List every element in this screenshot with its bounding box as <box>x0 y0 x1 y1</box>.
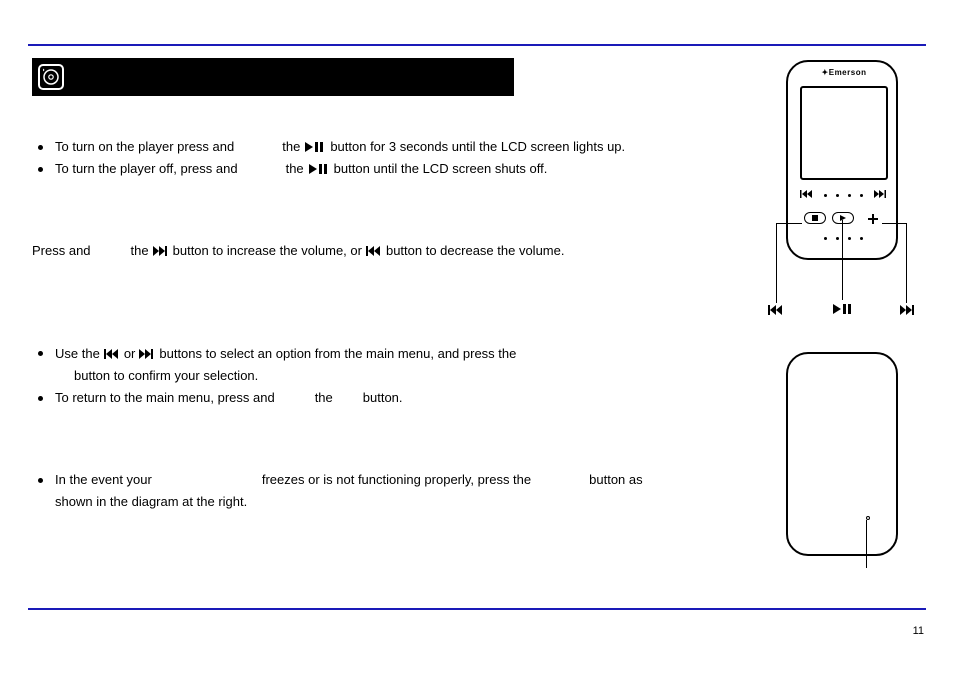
text-segment: the <box>282 138 300 156</box>
device-front-diagram: ✦Emerson <box>782 60 902 370</box>
text-segment: shown in the diagram at the right. <box>55 493 247 511</box>
leader-line <box>882 223 906 224</box>
text-segment: In the event your <box>55 471 152 489</box>
device-back-diagram <box>782 352 902 582</box>
banner-disc-icon <box>38 64 64 90</box>
device-screen <box>800 86 888 180</box>
dot-icon <box>836 194 839 197</box>
play-pause-label-icon <box>832 303 854 318</box>
text-segment: Use the <box>55 345 100 363</box>
dot-icon <box>836 237 839 240</box>
bullet-icon <box>38 478 43 483</box>
leader-line <box>776 223 777 303</box>
leader-line <box>776 223 802 224</box>
fast-forward-label-icon <box>900 305 916 318</box>
leader-line <box>842 220 843 300</box>
rewind-icon <box>366 246 382 256</box>
bullet-icon <box>38 351 43 356</box>
bullet-icon <box>38 396 43 401</box>
bullet-line-reset: In the event your freezes or is not func… <box>32 471 752 489</box>
dot-icon <box>860 237 863 240</box>
bullet-icon <box>38 167 43 172</box>
text-segment: buttons to select an option from the mai… <box>159 345 516 363</box>
play-pause-icon <box>304 141 326 153</box>
section-banner <box>32 58 514 96</box>
next-track-icon <box>874 190 888 198</box>
dot-icon <box>824 237 827 240</box>
bullet-line-menu-return: To return to the main menu, press and th… <box>32 389 752 407</box>
prev-track-icon <box>800 190 814 198</box>
leader-line <box>866 520 867 568</box>
text-segment: button to decrease the volume. <box>386 242 565 260</box>
text-segment: the <box>131 242 149 260</box>
text-segment: button to increase the volume, or <box>173 242 362 260</box>
text-segment: button until the LCD screen shuts off. <box>334 160 548 178</box>
leader-line <box>906 223 907 303</box>
text-segment: freezes or is not functioning properly, … <box>262 471 531 489</box>
text-segment: or <box>124 345 136 363</box>
bullet-line-menu-nav: Use the or buttons to select an option f… <box>32 345 752 363</box>
text-segment: button to confirm your selection. <box>74 367 258 385</box>
dot-icon <box>848 237 851 240</box>
fast-forward-icon <box>153 246 169 256</box>
bullet-icon <box>38 145 43 150</box>
dot-icon <box>860 194 863 197</box>
text-segment: To turn on the player press and <box>55 138 234 156</box>
body-text: To turn on the player press and the butt… <box>32 120 752 516</box>
text-segment: button for 3 seconds until the LCD scree… <box>330 138 625 156</box>
device-brand-label: ✦Emerson <box>788 68 900 77</box>
top-rule <box>28 44 926 46</box>
text-segment: Press and <box>32 242 91 260</box>
plus-icon <box>868 214 878 224</box>
line-volume: Press and the button to increase the vol… <box>32 242 752 260</box>
rewind-icon <box>104 349 120 359</box>
play-button-icon <box>832 212 854 224</box>
device-back-outline <box>786 352 898 556</box>
fast-forward-icon <box>139 349 155 359</box>
page-number: 11 <box>913 625 924 637</box>
menu-button-icon <box>804 212 826 224</box>
text-segment: button as <box>589 471 643 489</box>
play-pause-icon <box>308 163 330 175</box>
bullet-line-power-off: To turn the player off, press and the bu… <box>32 160 752 178</box>
text-segment: the <box>315 389 333 407</box>
text-segment: button. <box>363 389 403 407</box>
bottom-rule <box>28 608 926 610</box>
line-reset-cont: shown in the diagram at the right. <box>55 493 752 511</box>
text-segment: To return to the main menu, press and <box>55 389 275 407</box>
bullet-line-power-on: To turn on the player press and the butt… <box>32 138 752 156</box>
dot-icon <box>824 194 827 197</box>
text-segment: To turn the player off, press and <box>55 160 238 178</box>
dot-icon <box>848 194 851 197</box>
rewind-label-icon <box>768 305 784 318</box>
line-menu-confirm: button to confirm your selection. <box>74 367 752 385</box>
text-segment: the <box>286 160 304 178</box>
